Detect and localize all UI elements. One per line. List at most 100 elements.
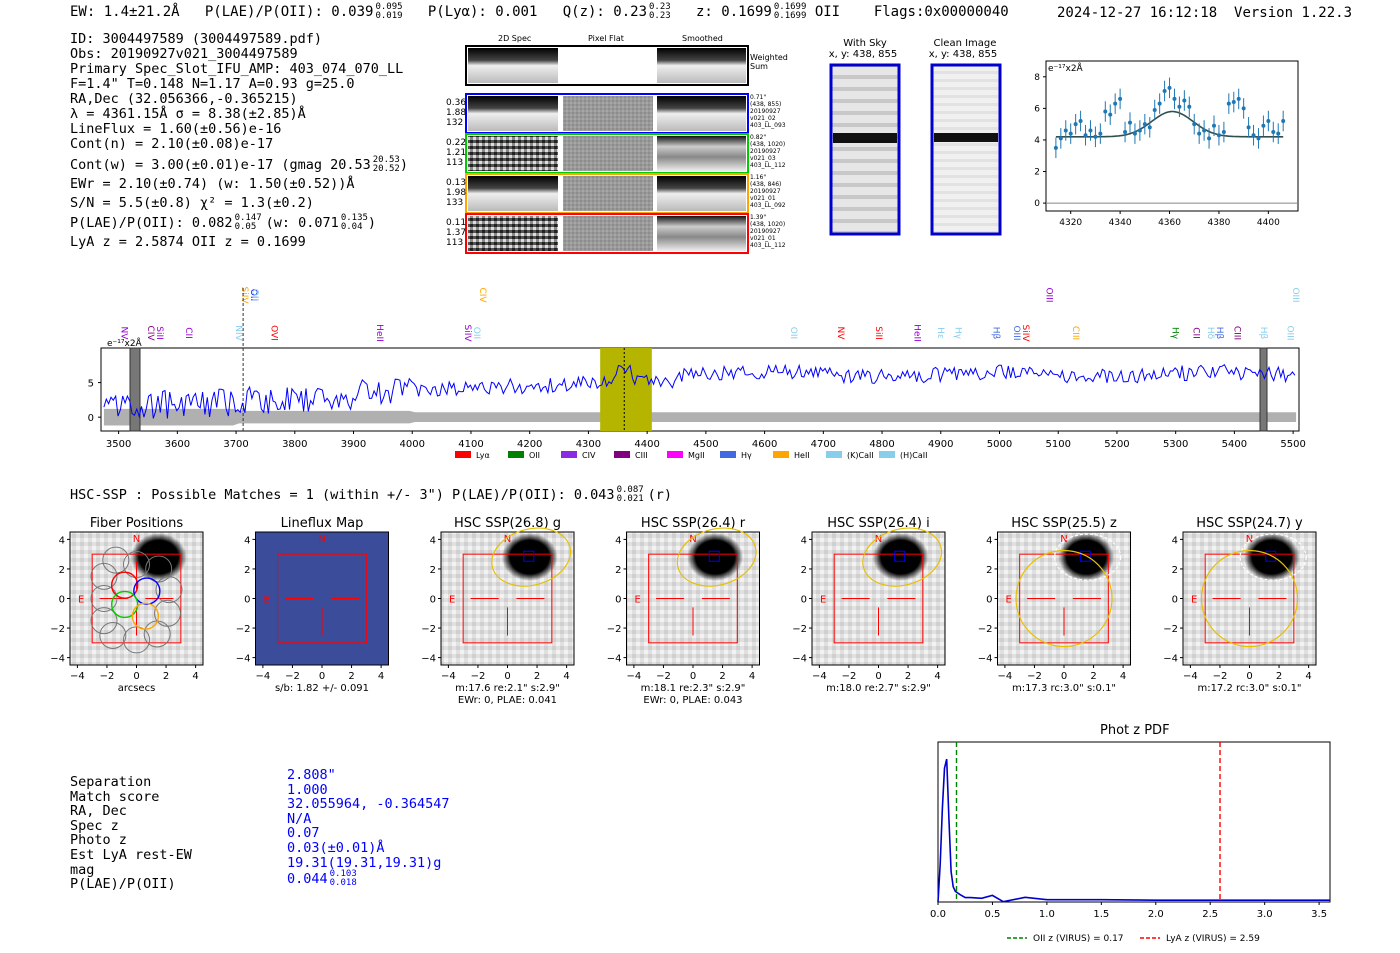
compass-n: N [504, 534, 511, 545]
compass-e: E [1191, 595, 1197, 606]
compass-n: N [1246, 534, 1253, 545]
line-fit-ytick-label: 0 [1034, 199, 1040, 209]
cutout-meta: 1.16" [750, 174, 767, 181]
aperture-ellipse [862, 527, 943, 587]
cutout-meta: 20190927 [750, 188, 781, 195]
spectrum-ytick-label: 0 [88, 413, 94, 424]
panel-xtick-label: 0 [875, 671, 881, 682]
cutout-meta: (438, 1020) [750, 221, 786, 228]
line-fit-point [1192, 122, 1197, 127]
line-fit-point [1157, 101, 1162, 106]
match-value: 2.808" [287, 767, 336, 783]
imaging-panels: Fiber Positions N E −4 −4 −2 −2 0 0 2 2 4 4 arcsecs Li… [50, 516, 1317, 706]
line-fit-point [1068, 131, 1073, 136]
aperture-circle [1015, 549, 1113, 648]
fiber-circle-highlight [131, 602, 160, 630]
panel-xtick-label: 2 [905, 671, 911, 682]
panel-ytick-label: 4 [59, 535, 65, 546]
line-fit-point [1142, 122, 1147, 127]
info-plae2-w-hi: 0.135 [340, 213, 368, 223]
panel-ytick-label: 0 [615, 595, 621, 606]
cutout-row-right: 0.71" (438, 855) 20190927 v021_02 403_LL_093 [750, 94, 786, 129]
fiber-circle [123, 551, 150, 579]
match-value: 1.000 [287, 781, 328, 798]
cutout-row-right: 1.16" (438, 846) 20190927 v021_01 403_LL_092 [750, 174, 786, 209]
spectrum-legend-label: MgII [688, 451, 705, 460]
weighted-sum-label: Weighted Sum [750, 53, 788, 71]
line-fit-point [1241, 106, 1246, 111]
spectrum-xtick-label: 3500 [106, 439, 131, 450]
line-fit-xtick-label: 4320 [1059, 218, 1082, 228]
clean-image [930, 63, 1002, 236]
with-sky-title: With Sky [843, 38, 887, 49]
line-fit-point [1073, 122, 1078, 127]
cutout-meta: 20190927 [750, 108, 781, 115]
info-contw-end: ) [399, 157, 408, 173]
cutout-row-right: 0.82" (438, 1020) 20190927 v021_03 403_LL_11… [750, 134, 786, 169]
compass-e: E [1006, 595, 1012, 606]
photz-xtick-label: 0.0 [930, 909, 946, 920]
cutout-title-pixelflat: Pixel Flat [588, 34, 624, 43]
panel-xtick-label: 0 [1061, 671, 1067, 682]
info-plae2-text: P(LAE)/P(OII): 0.082 [70, 215, 233, 231]
panel-xtick-label: 2 [719, 671, 725, 682]
aperture-box [1019, 553, 1109, 644]
cutout-val: 113 [446, 238, 464, 248]
line-fit-xtick-label: 4380 [1207, 218, 1230, 228]
match-label: RA, Dec [70, 803, 127, 820]
panel-ytick-label: −4 [421, 654, 436, 665]
panel-ytick-label: 0 [1172, 595, 1178, 606]
cutout-val: 0.13 [446, 178, 467, 188]
spectrum-xtick-label: 4400 [634, 439, 659, 450]
panel-ytick-label: 2 [59, 565, 65, 576]
cutout-row-blue [465, 93, 749, 134]
line-fit-point [1088, 128, 1093, 133]
line-fit-point [1221, 130, 1226, 135]
spectrum-xtick-label: 3900 [341, 439, 366, 450]
panel-caption: arcsecs [118, 683, 156, 694]
panel-ytick-label: 4 [430, 535, 436, 546]
hsc-summary-hi: 0.087 [616, 485, 644, 495]
match-value-plae: 0.044 0.103 0.018 [287, 870, 450, 888]
panel-ytick-label: 2 [615, 565, 621, 576]
spectrum-xtick-label: 3700 [223, 439, 248, 450]
panel-xtick-label: −4 [812, 671, 827, 682]
aperture-box [91, 553, 182, 644]
panel-caption: m:18.0 re:2.7" s:2.9" [826, 683, 931, 694]
panel-xtick-label: −4 [256, 671, 271, 682]
spectrum-line-label: NV [835, 327, 845, 341]
spectrum-line-label: CII [183, 327, 193, 339]
info-contw-lo: 20.52 [372, 164, 400, 174]
image-panel: HSC SSP(25.5) z N E −4 −4 −2 −2 0 0 2 2 4 4 m:17.3 rc… [978, 516, 1131, 694]
header-plae-lo: 0.019 [375, 11, 403, 21]
header-plae: P(LAE)/P(OII): 0.039 [204, 4, 374, 20]
line-fit-ytick-label: 2 [1034, 168, 1040, 178]
fiber-circle [99, 621, 127, 649]
image-panel-title: Fiber Positions [90, 516, 183, 531]
cutout-row-left: 0.22 1.21 113 [446, 138, 466, 168]
cutout-row-left: 0.13 1.98 133 [446, 178, 466, 208]
image-panel-title: HSC SSP(25.5) z [1011, 516, 1117, 531]
fiber-circle [102, 546, 130, 574]
info-contw: Cont(w) = 3.00(±0.01)e-17 (gmag 20.53 20.… [70, 156, 408, 174]
line-fit-xtick-label: 4360 [1158, 218, 1181, 228]
spectrum-line-label: Hδ [1205, 327, 1215, 340]
clean-image-xy: x, y: 438, 855 [928, 49, 998, 60]
panel-ytick-label: 2 [1172, 565, 1178, 576]
line-fit-plot: e⁻¹⁷x2Å 0 2 4 6 8 4320 4340 4360 4380 4400 [1034, 60, 1299, 228]
cutout-val: 133 [446, 198, 464, 208]
match-value: 0.07 [287, 825, 320, 842]
with-sky-xy: x, y: 438, 855 [828, 49, 898, 60]
match-label: Est LyA rest-EW [70, 846, 192, 863]
spectrum-legend-swatch [614, 451, 630, 458]
panel-ytick-label: 2 [244, 565, 250, 576]
cutout-val: 113 [446, 158, 464, 168]
line-fit-point [1197, 131, 1202, 136]
cutout-row-orange [465, 173, 749, 214]
spectrum-xtick-label: 4000 [400, 439, 425, 450]
aperture-box [462, 553, 553, 644]
panel-xtick-label: 4 [378, 671, 384, 682]
aperture-circle [1200, 549, 1299, 648]
aperture-ellipse [676, 527, 757, 587]
fiber-circle-highlight [110, 571, 139, 599]
